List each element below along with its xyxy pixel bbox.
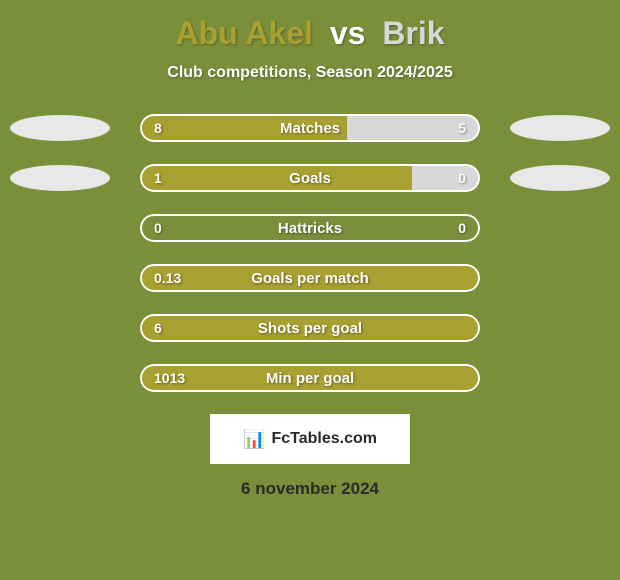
stat-left-value: 6 xyxy=(154,320,162,336)
bar-labels: 0.13 Goals per match xyxy=(140,264,480,292)
stat-row: 8 Matches 5 xyxy=(0,112,620,144)
stat-bar: 0 Hattricks 0 xyxy=(140,214,480,242)
stat-left-value: 0 xyxy=(154,220,162,236)
main-container: Abu Akel vs Brik Club competitions, Seas… xyxy=(0,0,620,580)
stat-row: 1013 Min per goal xyxy=(0,362,620,394)
stat-bar: 8 Matches 5 xyxy=(140,114,480,142)
logo-box: 📊 FcTables.com xyxy=(210,414,410,464)
player1-ellipse xyxy=(10,115,110,141)
stat-row: 6 Shots per goal xyxy=(0,312,620,344)
bar-labels: 6 Shots per goal xyxy=(140,314,480,342)
player1-name: Abu Akel xyxy=(175,15,313,51)
stat-right-value: 5 xyxy=(458,120,466,136)
stat-label: Min per goal xyxy=(266,370,354,387)
vs-text: vs xyxy=(330,15,366,51)
stat-bar: 6 Shots per goal xyxy=(140,314,480,342)
bar-labels: 8 Matches 5 xyxy=(140,114,480,142)
page-title: Abu Akel vs Brik xyxy=(0,15,620,52)
player2-ellipse xyxy=(510,115,610,141)
stats-area: 8 Matches 5 1 Goals 0 0 Hattricks 0 0.13 Goals per… xyxy=(0,112,620,394)
chart-icon: 📊 xyxy=(243,429,265,450)
date-label: 6 november 2024 xyxy=(0,479,620,499)
subtitle: Club competitions, Season 2024/2025 xyxy=(0,64,620,82)
player1-ellipse xyxy=(10,165,110,191)
stat-right-value: 0 xyxy=(458,220,466,236)
stat-left-value: 8 xyxy=(154,120,162,136)
stat-row: 0.13 Goals per match xyxy=(0,262,620,294)
bar-labels: 0 Hattricks 0 xyxy=(140,214,480,242)
stat-label: Goals per match xyxy=(251,270,369,287)
stat-label: Shots per goal xyxy=(258,320,362,337)
player2-ellipse xyxy=(510,165,610,191)
stat-label: Hattricks xyxy=(278,220,342,237)
stat-bar: 1 Goals 0 xyxy=(140,164,480,192)
bar-labels: 1013 Min per goal xyxy=(140,364,480,392)
stat-bar: 0.13 Goals per match xyxy=(140,264,480,292)
stat-label: Goals xyxy=(289,170,331,187)
stat-row: 0 Hattricks 0 xyxy=(0,212,620,244)
logo-text: FcTables.com xyxy=(271,430,377,448)
stat-left-value: 1 xyxy=(154,170,162,186)
stat-row: 1 Goals 0 xyxy=(0,162,620,194)
stat-left-value: 0.13 xyxy=(154,270,181,286)
stat-bar: 1013 Min per goal xyxy=(140,364,480,392)
stat-left-value: 1013 xyxy=(154,370,185,386)
player2-name: Brik xyxy=(382,15,444,51)
stat-label: Matches xyxy=(280,120,340,137)
bar-labels: 1 Goals 0 xyxy=(140,164,480,192)
stat-right-value: 0 xyxy=(458,170,466,186)
